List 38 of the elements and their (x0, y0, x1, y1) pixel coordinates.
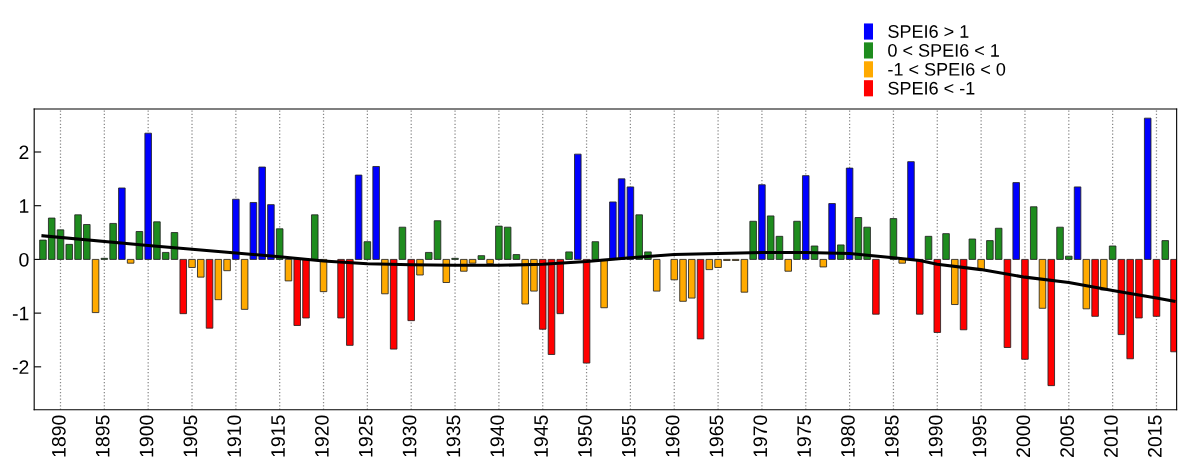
x-tick-label: 1920 (314, 415, 329, 457)
x-tick-label: 1935 (446, 415, 461, 457)
legend-label: SPEI6 < -1 (888, 81, 975, 95)
x-tick-label: 2005 (1060, 415, 1075, 457)
x-tick-label: 1990 (928, 415, 943, 457)
y-tick-label: 1 (20, 199, 29, 213)
x-tick-label: 1915 (271, 415, 285, 457)
x-tick-label: 1940 (490, 415, 505, 457)
x-tick-label: 1890 (51, 415, 66, 457)
x-tick-label: 1930 (402, 415, 417, 457)
x-tick-label: 1980 (841, 415, 855, 457)
y-tick-label: -2 (12, 360, 29, 374)
legend-label: SPEI6 > 1 (888, 25, 969, 38)
y-tick-label: -1 (12, 306, 29, 321)
x-tick-label: 2010 (1104, 415, 1118, 457)
x-tick-label: 1965 (709, 415, 724, 457)
x-tick-label: 1960 (665, 415, 680, 457)
bar (311, 214, 319, 260)
x-tick-label: 1925 (358, 415, 373, 457)
x-tick-label: 1970 (753, 415, 768, 457)
y-tick-label: 2 (19, 145, 29, 160)
x-tick-label: 2000 (1016, 415, 1031, 457)
x-tick-label: 1975 (797, 415, 811, 457)
x-tick-label: 1955 (621, 415, 636, 457)
x-tick-label: 1950 (578, 415, 592, 457)
x-tick-label: 1985 (884, 415, 899, 457)
x-tick-label: 1945 (534, 415, 548, 457)
legend-label: -1 < SPEI6 < 0 (888, 62, 1006, 76)
x-tick-label: 2015 (1147, 415, 1162, 457)
x-tick-label: 1895 (95, 415, 110, 457)
legend-label: 0 < SPEI6 < 1 (888, 44, 999, 57)
bar (600, 258, 608, 309)
bar (907, 161, 915, 260)
x-tick-label: 1905 (183, 415, 198, 457)
y-tick-label: 0 (19, 252, 29, 267)
x-tick-label: 1900 (139, 415, 154, 457)
x-tick-label: 1910 (227, 415, 242, 457)
x-tick-label: 1995 (972, 415, 987, 457)
